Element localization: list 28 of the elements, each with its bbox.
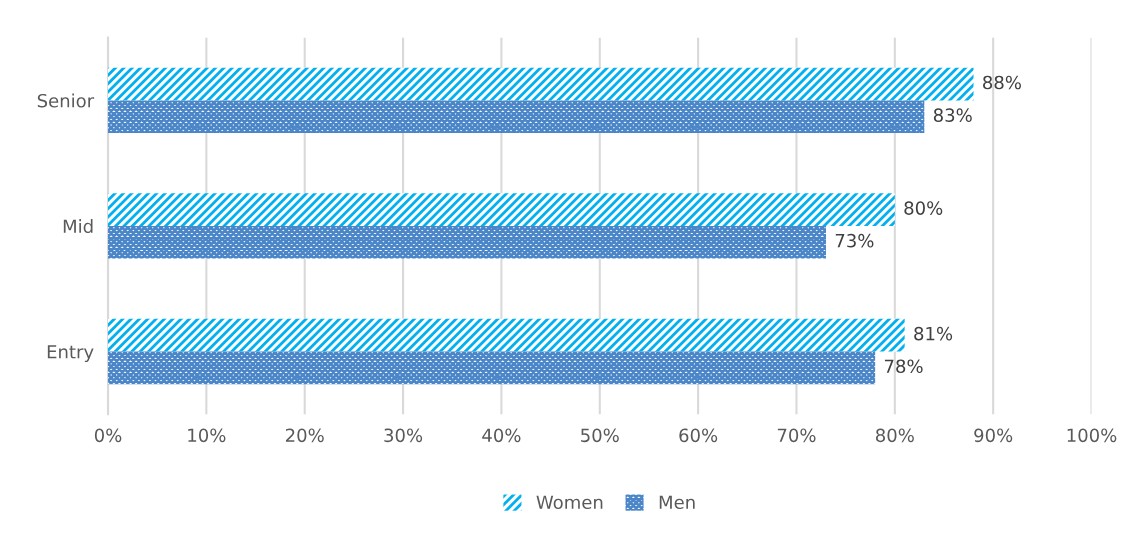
legend-label: Women [536, 495, 603, 510]
y-tick-label: Senior [37, 93, 95, 108]
bar [108, 225, 826, 259]
x-tick-label: 10% [188, 428, 226, 443]
x-tick-label: 70% [777, 428, 816, 443]
y-tick-label: Entry [47, 345, 94, 363]
x-tick-label: 90% [974, 428, 1013, 443]
bar [108, 318, 905, 352]
bar [108, 193, 895, 226]
data-label: 81% [914, 326, 953, 341]
legend-label: Men [659, 495, 695, 510]
x-tick-label: 100% [1067, 428, 1117, 443]
data-label: 88% [983, 75, 1021, 90]
bar [108, 67, 974, 101]
x-tick-label: 80% [875, 428, 914, 443]
data-label: 73% [835, 233, 874, 248]
bar [108, 100, 925, 134]
x-tick-label: 60% [679, 428, 718, 443]
x-tick-label: 50% [581, 428, 619, 443]
data-label: 80% [904, 201, 943, 215]
bar [108, 351, 876, 385]
y-tick-label: Mid [63, 219, 93, 234]
data-label: 83% [933, 108, 972, 122]
x-tick-label: 40% [482, 428, 521, 443]
x-tick-label: 0% [94, 428, 122, 443]
x-tick-label: 20% [285, 428, 324, 443]
data-label: 78% [884, 359, 923, 374]
x-tick-label: 30% [384, 428, 423, 443]
